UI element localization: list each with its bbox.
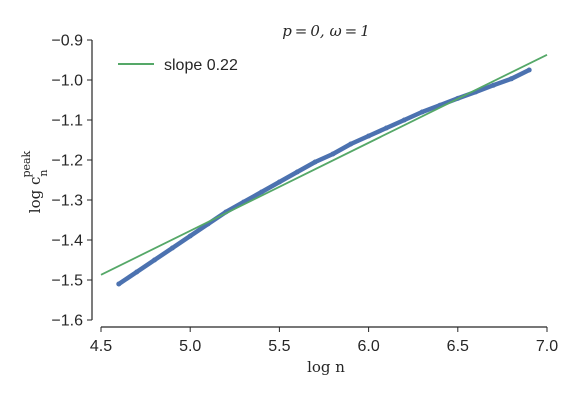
y-axis-label-sub: n [37, 170, 50, 177]
x-tick-label: 5.0 [179, 338, 201, 355]
y-axis-label-main: log c [26, 177, 44, 214]
data-point [259, 189, 265, 195]
y-tick-label: −1.4 [51, 233, 83, 250]
data-point [312, 159, 318, 165]
x-axis-label: log n [307, 358, 345, 376]
data-point [169, 245, 175, 251]
data-point [276, 179, 282, 185]
y-tick-label: −0.9 [51, 33, 83, 50]
chart-title: p = 0, ω = 1 [282, 22, 370, 40]
x-tick-label: 6.5 [447, 338, 469, 355]
data-point [187, 233, 193, 239]
y-tick-label: −1.1 [51, 113, 83, 130]
series-line-fit [100, 53, 548, 276]
data-point [152, 257, 157, 263]
data-point [348, 141, 354, 147]
data-point [366, 133, 372, 139]
data-point [116, 281, 122, 287]
series-line-data [116, 67, 532, 287]
data-point [419, 109, 425, 115]
data-point [491, 82, 496, 88]
y-tick-label: −1.0 [51, 73, 83, 90]
x-tick-label: 4.5 [90, 338, 112, 355]
legend: slope 0.22 [118, 57, 238, 74]
x-axis: 4.5 5.0 5.5 6.0 6.5 7.0 [90, 326, 558, 355]
data-point [134, 269, 140, 275]
y-axis-label: log cnpeak [20, 150, 50, 213]
y-tick-label: −1.3 [51, 193, 83, 210]
data-point [330, 151, 336, 157]
legend-label-fit: slope 0.22 [164, 57, 238, 74]
x-tick-label: 7.0 [536, 338, 558, 355]
data-point [508, 76, 514, 82]
x-tick-label: 6.0 [357, 338, 379, 355]
data-point [294, 169, 300, 175]
plot-area [100, 53, 548, 287]
y-tick-label: −1.5 [51, 273, 83, 290]
data-point [526, 67, 532, 73]
y-tick-label: −1.2 [51, 153, 83, 170]
y-axis-label-sup: peak [20, 150, 33, 177]
data-point [383, 125, 389, 131]
data-point [401, 117, 407, 123]
y-axis: −0.9 −1.0 −1.1 −1.2 −1.3 −1.4 −1.5 −1.6 [51, 33, 93, 330]
y-tick-label: −1.6 [51, 313, 83, 330]
x-tick-label: 5.5 [268, 338, 290, 355]
